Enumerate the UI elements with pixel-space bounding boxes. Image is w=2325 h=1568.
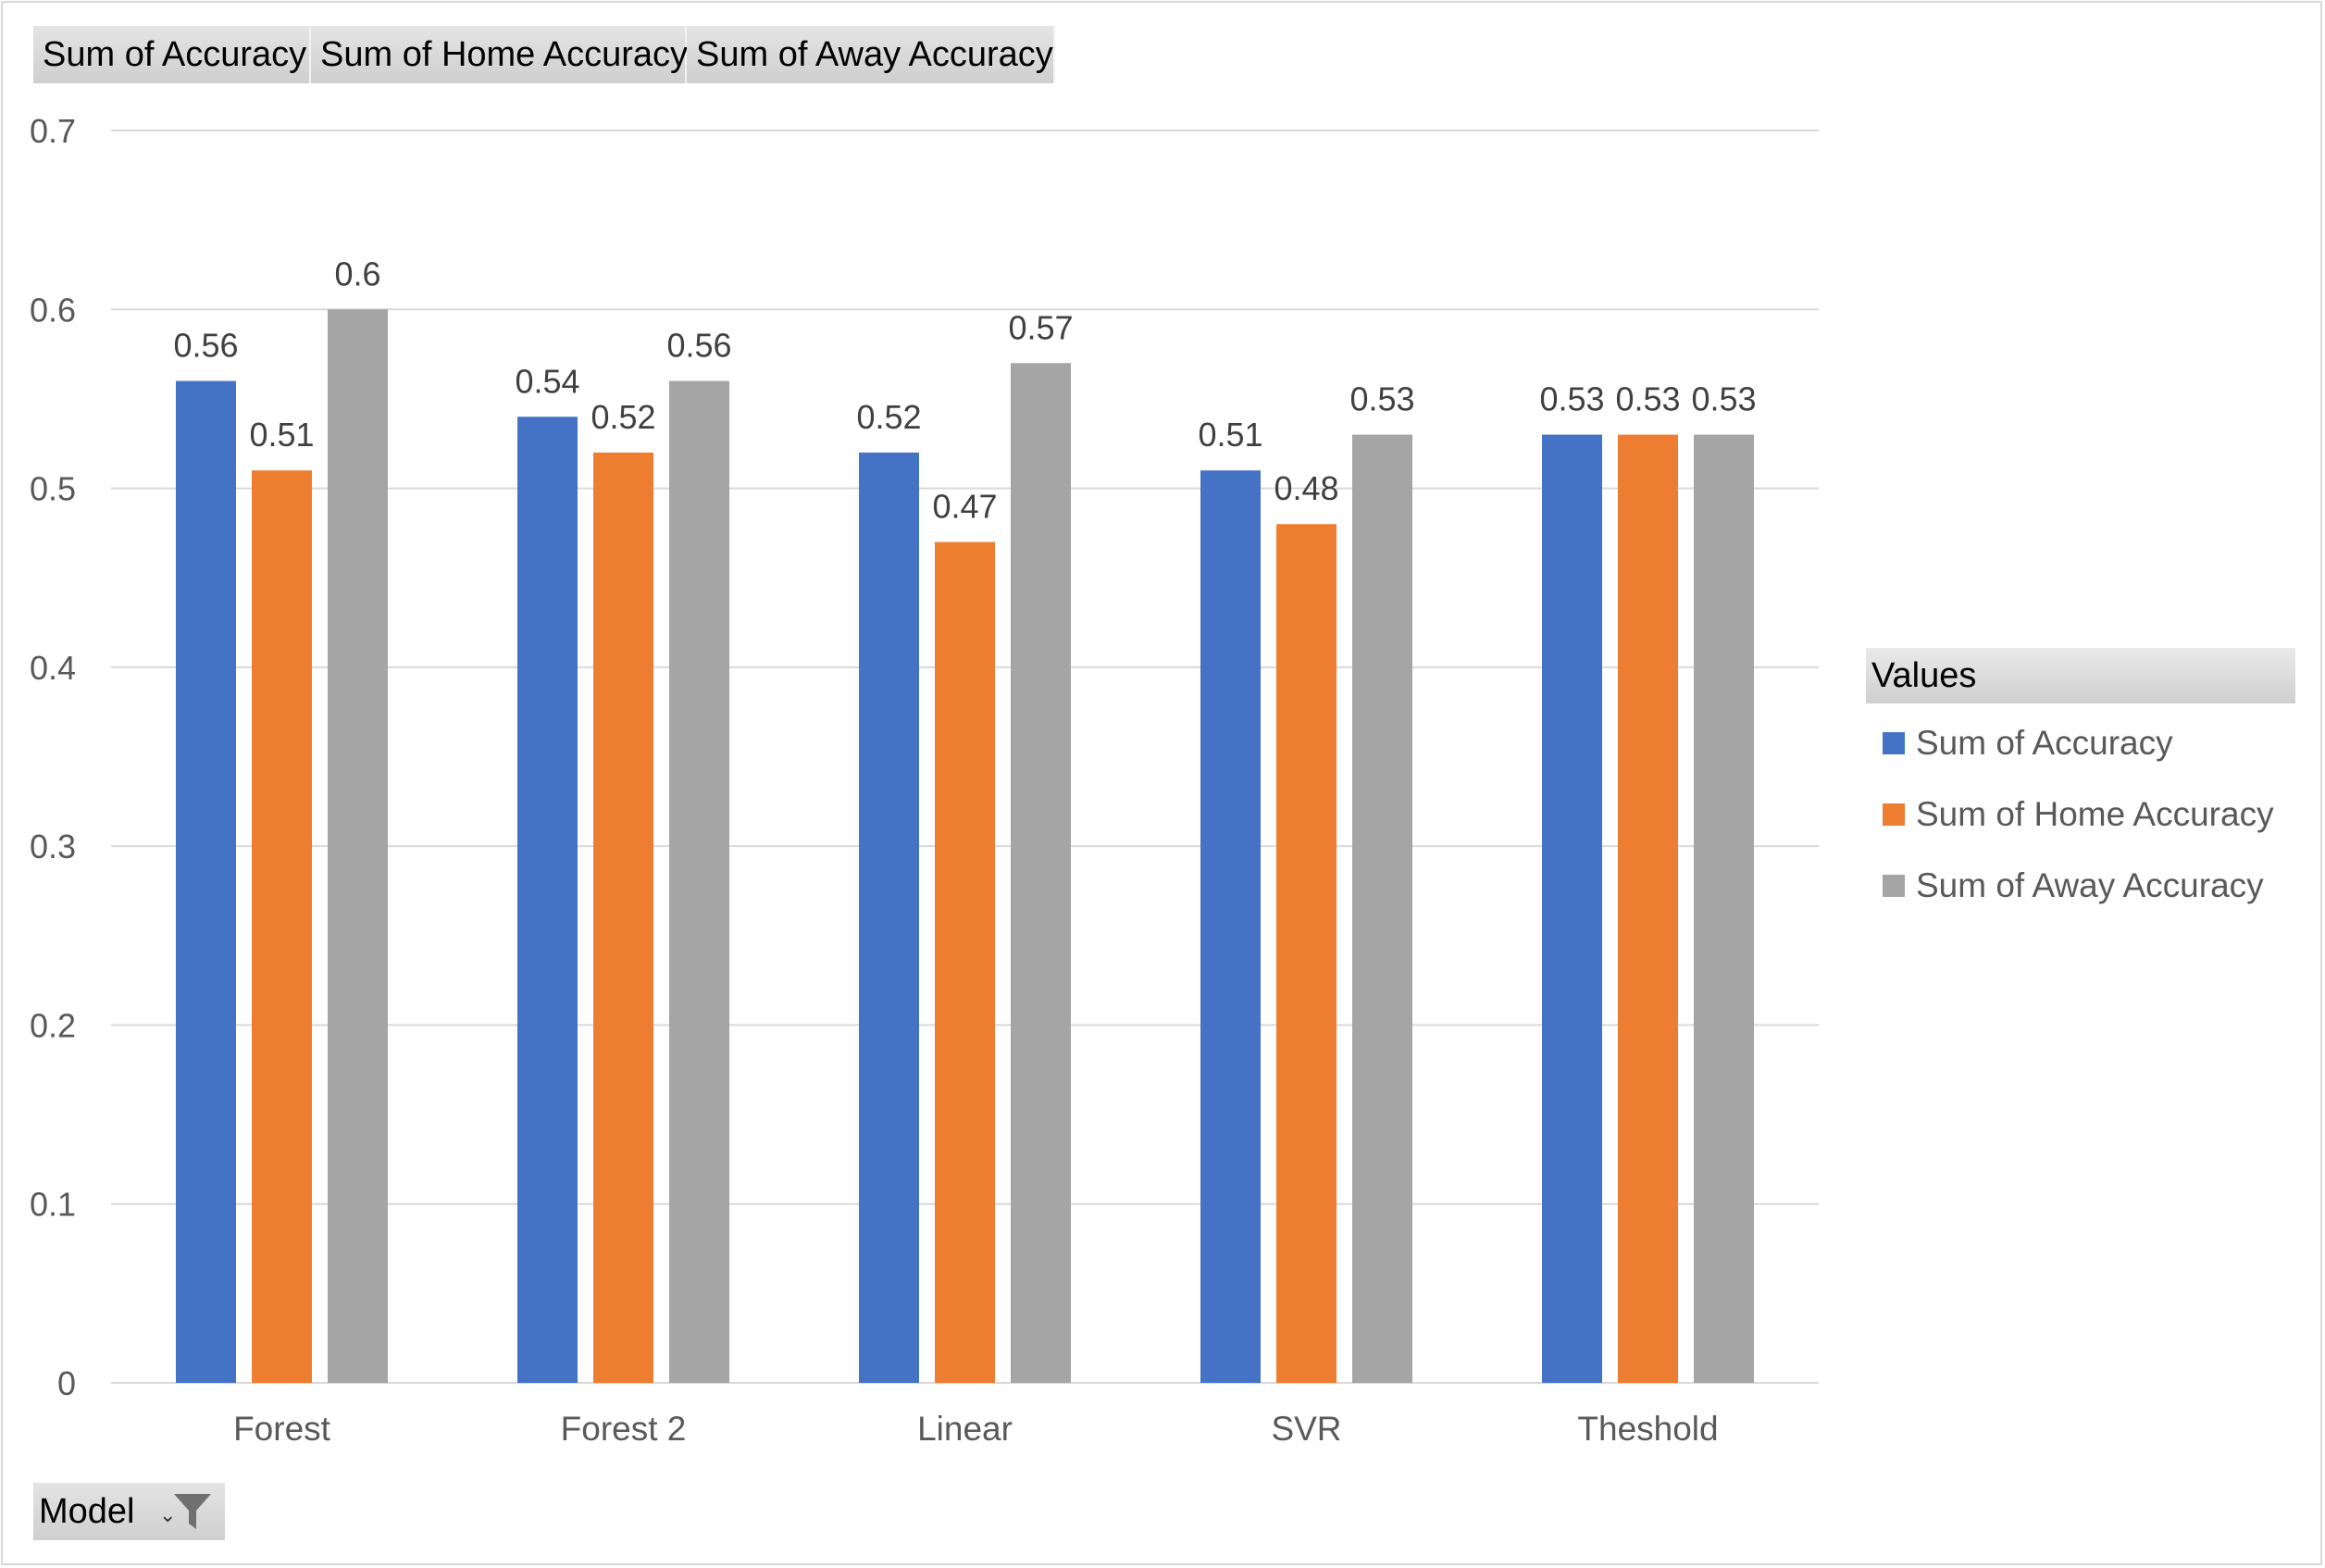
data-label: 0.53 bbox=[1691, 380, 1756, 418]
data-label: 0.51 bbox=[1198, 416, 1262, 454]
bar bbox=[669, 380, 729, 1384]
bar bbox=[1694, 434, 1754, 1384]
data-label: 0.48 bbox=[1274, 469, 1338, 507]
legend-item-sum-of-away-accuracy[interactable]: Sum of Away Accuracy bbox=[1883, 863, 2264, 909]
data-label: 0.56 bbox=[173, 327, 238, 365]
bar bbox=[859, 452, 919, 1383]
bar bbox=[517, 417, 578, 1384]
legend-label: Sum of Accuracy bbox=[1916, 724, 2173, 762]
data-label: 0.53 bbox=[1539, 380, 1604, 418]
legend-item-sum-of-accuracy[interactable]: Sum of Accuracy bbox=[1883, 720, 2173, 766]
x-tick-label: Theshold bbox=[1577, 1410, 1718, 1448]
field-button-sum-of-home-accuracy[interactable]: Sum of Home Accuracy bbox=[311, 26, 688, 83]
field-button-sum-of-accuracy[interactable]: Sum of Accuracy bbox=[33, 26, 311, 83]
data-label: 0.47 bbox=[932, 488, 997, 526]
data-label: 0.54 bbox=[515, 362, 579, 400]
bar bbox=[935, 541, 995, 1383]
x-tick-label: Forest bbox=[233, 1410, 331, 1448]
data-label: 0.6 bbox=[334, 255, 380, 292]
y-tick-label: 0.7 bbox=[30, 112, 76, 150]
bar bbox=[1276, 524, 1337, 1383]
bar bbox=[1542, 434, 1602, 1384]
x-tick-label: Forest 2 bbox=[561, 1410, 687, 1448]
y-tick-label: 0.5 bbox=[30, 470, 76, 508]
data-label: 0.57 bbox=[1008, 308, 1073, 346]
bar bbox=[252, 470, 312, 1383]
y-tick-label: 0.4 bbox=[30, 649, 76, 687]
data-label: 0.56 bbox=[666, 327, 731, 365]
bar bbox=[1618, 434, 1678, 1384]
data-label: 0.52 bbox=[856, 398, 921, 436]
model-field-button[interactable]: Model ⌄ bbox=[33, 1483, 225, 1540]
bar bbox=[593, 452, 653, 1383]
filter-icon[interactable] bbox=[172, 1492, 213, 1531]
y-tick-label: 0.3 bbox=[30, 828, 76, 865]
field-button-sum-of-away-accuracy[interactable]: Sum of Away Accuracy bbox=[687, 26, 1055, 83]
bar bbox=[1011, 363, 1071, 1383]
chevron-down-icon: ⌄ bbox=[159, 1503, 177, 1526]
data-label: 0.51 bbox=[249, 416, 314, 454]
data-label: 0.52 bbox=[591, 398, 655, 436]
data-label: 0.53 bbox=[1349, 380, 1414, 418]
legend-swatch bbox=[1883, 875, 1905, 897]
x-tick-label: Linear bbox=[917, 1410, 1013, 1448]
data-label: 0.53 bbox=[1615, 380, 1680, 418]
legend-swatch bbox=[1883, 732, 1905, 754]
legend-label: Sum of Home Accuracy bbox=[1916, 795, 2274, 833]
legend-label: Sum of Away Accuracy bbox=[1916, 866, 2264, 904]
x-tick-label: SVR bbox=[1271, 1410, 1341, 1448]
y-tick-label: 0.2 bbox=[30, 1006, 76, 1044]
bar bbox=[1200, 470, 1261, 1383]
bar bbox=[1352, 434, 1412, 1384]
legend-item-sum-of-home-accuracy[interactable]: Sum of Home Accuracy bbox=[1883, 791, 2274, 838]
bar bbox=[176, 380, 236, 1384]
bar bbox=[328, 309, 388, 1384]
y-tick-label: 0.6 bbox=[30, 291, 76, 329]
legend-swatch bbox=[1883, 803, 1905, 826]
legend-title: Values bbox=[1866, 648, 2295, 703]
model-field-label: Model bbox=[39, 1492, 135, 1531]
y-tick-label: 0 bbox=[57, 1364, 76, 1402]
y-tick-label: 0.1 bbox=[30, 1186, 76, 1224]
